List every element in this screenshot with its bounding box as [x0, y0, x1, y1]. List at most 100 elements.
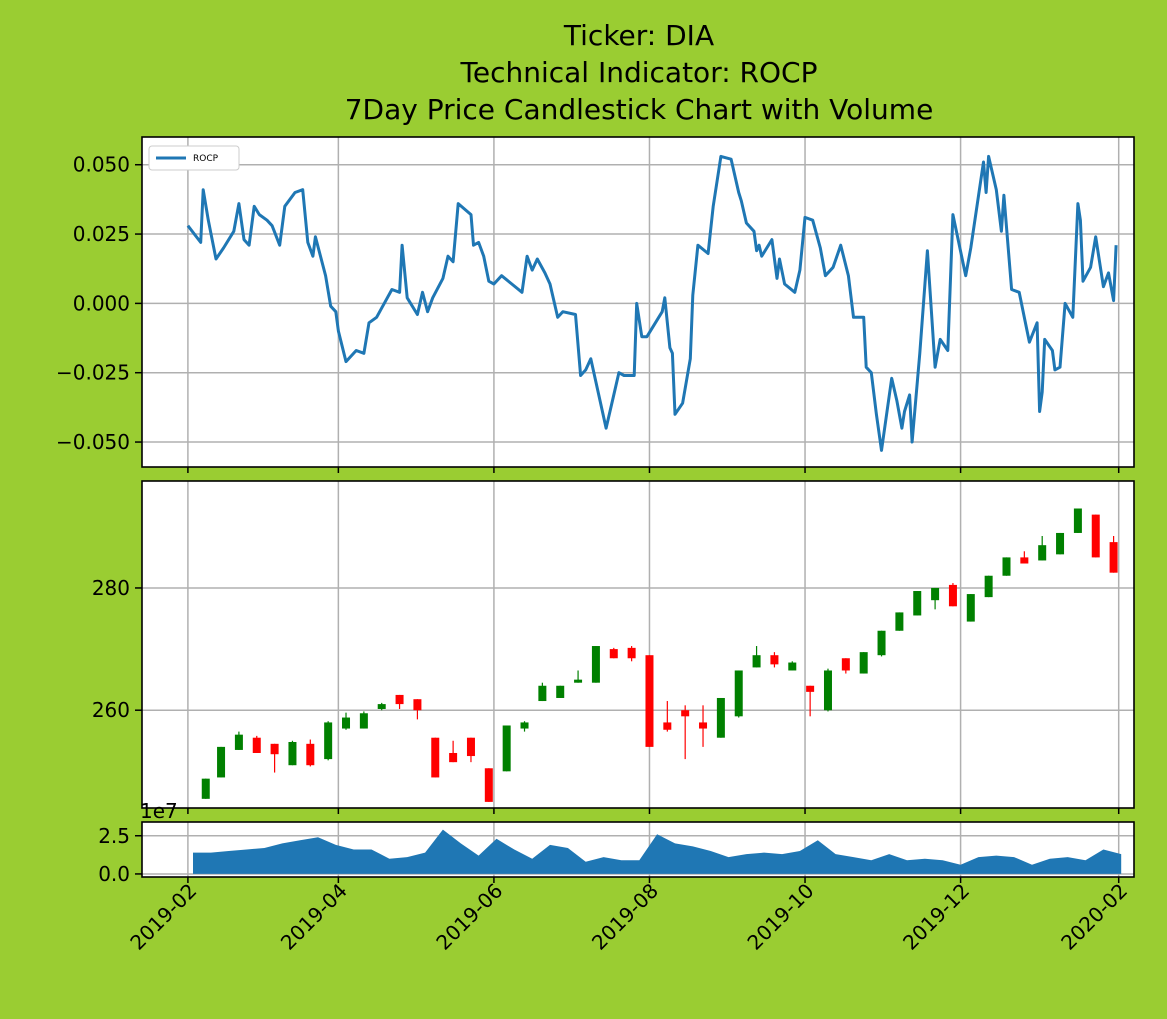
candle-body: [663, 722, 672, 730]
candle: [609, 647, 618, 659]
candle-body: [1056, 532, 1065, 555]
y-tick-label: −0.025: [56, 361, 130, 385]
candle: [377, 702, 386, 711]
candle: [201, 778, 210, 799]
candle: [681, 705, 690, 760]
candle: [966, 594, 975, 622]
candle-body: [574, 679, 583, 683]
candle-body: [252, 737, 261, 753]
candle-body: [627, 647, 636, 659]
candle-body: [913, 591, 922, 616]
candle-body: [966, 594, 975, 622]
x-tick-label: 2019-02: [125, 879, 201, 955]
candle: [466, 737, 475, 763]
candle: [1038, 536, 1047, 561]
candle-body: [788, 662, 797, 671]
candle: [1073, 508, 1082, 533]
candle-body: [948, 584, 957, 607]
candle-body: [484, 768, 493, 802]
y-tick-label: 280: [92, 576, 130, 600]
candle: [520, 721, 529, 732]
candle: [288, 740, 297, 766]
x-tick-label: 2019-08: [587, 879, 663, 955]
candle: [788, 661, 797, 671]
candle-body: [201, 778, 210, 799]
title-line: 7Day Price Candlestick Chart with Volume: [345, 93, 934, 126]
x-axis: 2019-02 2019-04 2019-06 2019-08 2019-10 2019-…: [125, 879, 1132, 955]
candle-body: [359, 713, 368, 729]
y-tick-label: 0.025: [73, 222, 130, 246]
candle-body: [1002, 557, 1011, 576]
y-tick-label: 0.0: [98, 862, 130, 886]
candle: [502, 725, 511, 772]
candle-body: [538, 685, 547, 702]
candle: [734, 670, 743, 718]
legend: ROCP: [148, 145, 240, 171]
candle-body: [288, 741, 297, 766]
candle: [699, 705, 708, 747]
candle-body: [1038, 545, 1047, 561]
price-frame: [141, 480, 1135, 809]
candle-body: [413, 699, 422, 711]
candle-body: [395, 694, 404, 705]
candle-body: [1020, 557, 1029, 564]
candle: [449, 740, 458, 763]
candle: [913, 591, 922, 616]
volume-panel: 2.5 0.0 1e7: [98, 799, 1135, 886]
candle: [877, 630, 886, 657]
candle: [984, 575, 993, 598]
candle-body: [217, 746, 226, 778]
candle-body: [1091, 514, 1100, 558]
candle: [752, 646, 761, 668]
candle-body: [1109, 542, 1118, 573]
candle-body: [431, 737, 440, 778]
candle: [1020, 551, 1029, 564]
candle: [841, 658, 850, 674]
candle: [591, 646, 600, 683]
candle-body: [984, 575, 993, 598]
candle-body: [234, 734, 243, 750]
candle-body: [931, 587, 940, 601]
candle: [663, 701, 672, 732]
candle: [431, 737, 440, 778]
candle: [859, 652, 868, 674]
candle-body: [752, 655, 761, 668]
rocp-panel: 0.050 0.025 0.000 −0.025 −0.050 ROCP: [56, 136, 1135, 473]
candle: [484, 768, 493, 802]
candle-body: [449, 752, 458, 763]
x-tick-label: 2019-12: [898, 879, 974, 955]
y-tick-label: 2.5: [98, 824, 130, 848]
candle-body: [306, 743, 315, 766]
candle-body: [520, 722, 529, 729]
candle-body: [609, 649, 618, 659]
candle-body: [1073, 508, 1082, 533]
candle-body: [270, 743, 279, 755]
candle-body: [806, 685, 815, 692]
candle: [556, 685, 565, 698]
candle: [359, 711, 368, 729]
candle: [252, 735, 261, 753]
candle: [770, 652, 779, 668]
candle: [306, 739, 315, 767]
candle-body: [734, 670, 743, 717]
x-tick-label: 2020-02: [1056, 879, 1132, 955]
candle-body: [770, 655, 779, 665]
candle: [931, 587, 940, 610]
candle: [948, 583, 957, 607]
candle-body: [556, 685, 565, 698]
candle: [342, 712, 351, 730]
candle: [895, 612, 904, 631]
candle: [1056, 532, 1065, 555]
volume-scale-label: 1e7: [140, 799, 178, 823]
candle-body: [342, 717, 351, 729]
title-line: Technical Indicator: ROCP: [460, 56, 818, 89]
y-tick-label: 0.000: [73, 291, 130, 315]
candle: [645, 655, 654, 747]
candle-body: [681, 710, 690, 717]
candle: [1091, 514, 1100, 558]
candle-body: [699, 722, 708, 729]
candle-body: [502, 725, 511, 772]
rocp-series-line: [186, 154, 1118, 452]
candle-body: [895, 612, 904, 631]
